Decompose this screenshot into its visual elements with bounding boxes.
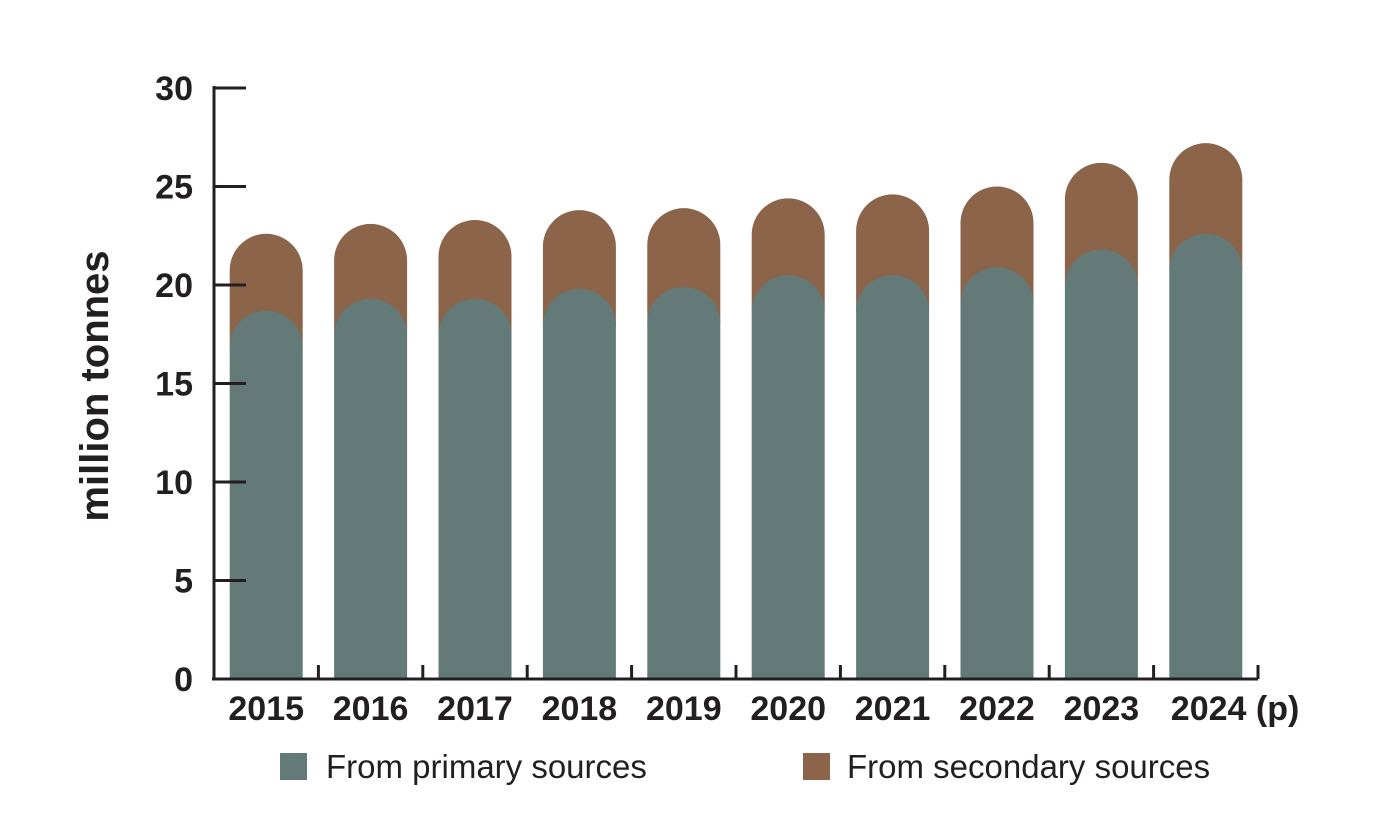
y-tick-label: 5 [174,563,193,601]
y-tick-label: 15 [155,366,193,404]
x-tick-label: 2021 [855,690,931,728]
bar-primary-2023 [1064,249,1138,679]
bar-primary-2019 [647,286,721,679]
legend: From primary sources From secondary sour… [280,748,1210,785]
y-axis-label: million tonnes [73,250,117,521]
x-tick-label: 2018 [542,690,618,728]
y-ticks-group: 0 5 10 15 20 25 30 [155,70,246,699]
bars-group [229,143,1243,679]
y-tick-label: 30 [155,70,193,108]
y-tick-label: 0 [174,661,193,699]
y-tick-label: 20 [155,267,193,305]
bar-primary-2015 [229,310,303,679]
bar-primary-2017 [438,298,512,679]
y-tick-label: 25 [155,169,193,207]
x-tick-label: 2022 [959,690,1035,728]
x-tick-label: 2020 [750,690,826,728]
x-tick-label: 2024 (p) [1171,690,1300,728]
x-tick-label: 2017 [437,690,513,728]
bar-primary-2018 [542,288,616,679]
bar-secondary-2024p [1169,143,1243,271]
bar-primary-2016 [334,298,408,679]
bar-primary-2024p [1169,233,1243,679]
legend-swatch-secondary [803,753,830,780]
y-tick-label: 10 [155,464,193,502]
legend-label-primary: From primary sources [326,748,647,785]
bar-primary-2020 [751,275,825,679]
x-tick-label: 2023 [1064,690,1140,728]
x-tick-label: 2016 [333,690,409,728]
legend-label-secondary: From secondary sources [847,748,1210,785]
x-ticks-group: 2015 2016 2017 2018 2019 2020 2021 2022 2023 2024… [228,665,1299,728]
bar-primary-2022 [960,267,1034,679]
bar-primary-2021 [856,275,930,679]
x-tick-label: 2015 [228,690,304,728]
legend-swatch-primary [280,753,307,780]
x-tick-label: 2019 [646,690,722,728]
